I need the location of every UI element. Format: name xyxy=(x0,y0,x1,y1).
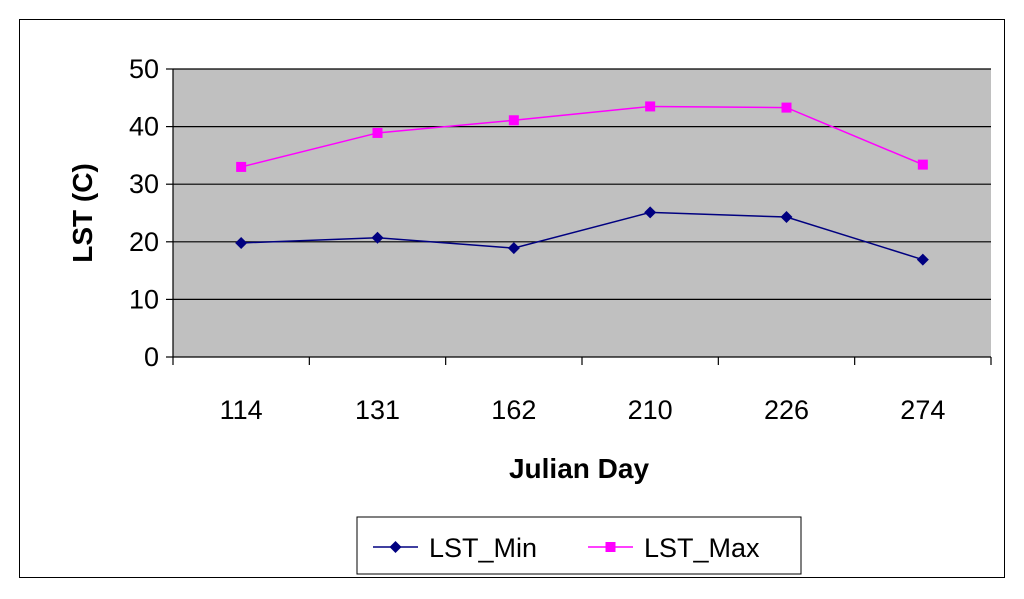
y-tick-label: 0 xyxy=(144,342,159,372)
series-lines xyxy=(240,105,924,261)
y-tick-label: 50 xyxy=(129,54,159,84)
plot-area xyxy=(173,69,991,357)
x-tick-label: 210 xyxy=(628,395,673,425)
x-tick-label: 162 xyxy=(491,395,536,425)
x-tick-label: 274 xyxy=(900,395,945,425)
data-point-lst-min xyxy=(916,253,929,266)
gridlines xyxy=(173,68,991,300)
series-line-lst-max xyxy=(240,105,924,168)
x-tick-label: 114 xyxy=(220,395,263,425)
y-axis-ticks: 0 10 20 30 40 50 xyxy=(129,54,173,372)
x-tick-label: 131 xyxy=(355,395,400,425)
data-point-lst-max xyxy=(645,101,656,112)
legend-label: LST_Max xyxy=(644,533,760,563)
data-point-lst-min xyxy=(507,242,520,255)
series-line-lst-min xyxy=(241,211,924,261)
legend-label: LST_Min xyxy=(429,533,537,563)
legend-box xyxy=(356,516,802,575)
data-point-lst-max xyxy=(917,159,928,170)
x-axis-title: Julian Day xyxy=(509,453,649,484)
data-point-lst-max xyxy=(236,161,247,172)
legend-marker-lst-max xyxy=(605,542,616,552)
y-tick-label: 10 xyxy=(129,284,159,314)
x-tick-label: 226 xyxy=(764,395,809,425)
data-point-lst-min xyxy=(371,231,384,244)
data-point-lst-min xyxy=(780,211,793,224)
y-tick-label: 20 xyxy=(129,227,159,257)
x-axis-ticks: 114 131 162 210 226 274 xyxy=(172,357,992,425)
data-point-lst-max xyxy=(781,102,792,113)
data-point-lst-max xyxy=(372,127,383,138)
legend: LST_Min LST_Max xyxy=(356,516,802,575)
data-point-lst-min xyxy=(235,236,248,249)
y-axis-title: LST (C) xyxy=(67,163,98,263)
series-markers xyxy=(235,101,929,266)
data-point-lst-min xyxy=(644,206,657,219)
data-point-lst-max xyxy=(508,115,519,126)
y-tick-label: 40 xyxy=(129,112,159,142)
y-tick-label: 30 xyxy=(129,169,159,199)
legend-marker-lst-min xyxy=(389,541,402,553)
